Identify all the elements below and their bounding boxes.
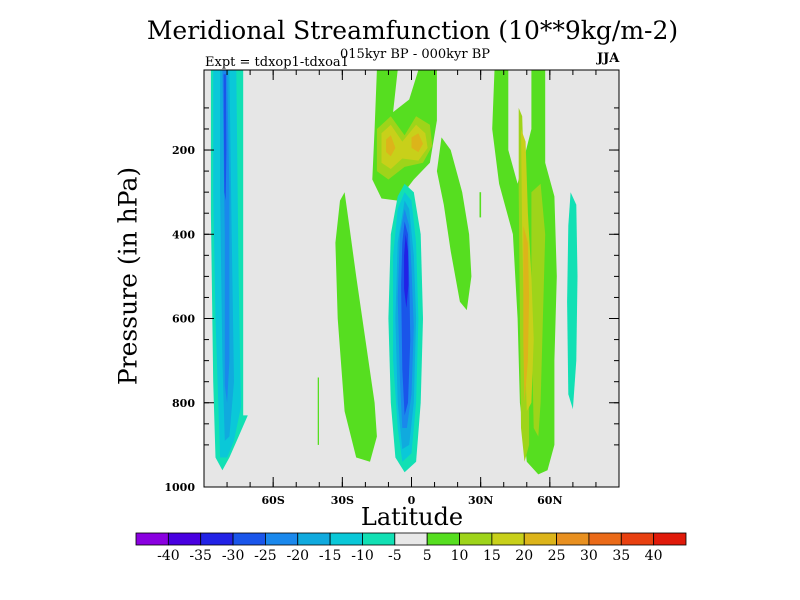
colorbar: -40 -35 -30 -25 -20 -15 -10 -5 5 10 15 20 25 30 35 40 bbox=[135, 532, 687, 564]
x-tick-label: 60N bbox=[537, 494, 562, 507]
colorbar-label: 25 bbox=[548, 548, 566, 564]
colorbar-label: -40 bbox=[157, 548, 180, 564]
chart-title: Meridional Streamfunction (10**9kg/m-2) bbox=[146, 16, 679, 45]
colorbar-label: 40 bbox=[645, 548, 663, 564]
colorbar-label: 35 bbox=[612, 548, 630, 564]
colorbar-label: 15 bbox=[483, 548, 501, 564]
contour-small-30n-spot bbox=[479, 192, 482, 218]
contour-nmid-cell-l12 bbox=[523, 225, 530, 403]
colorbar-label: -35 bbox=[189, 548, 212, 564]
contour-npole-band bbox=[567, 192, 578, 410]
x-axis-ticks: 60S 30S 0 30N 60N bbox=[262, 70, 563, 507]
contour-subtrop-south-band bbox=[335, 192, 377, 462]
contour-eq-upper-l12b bbox=[411, 133, 423, 153]
colorbar-label: 5 bbox=[423, 548, 432, 564]
y-tick-label: 800 bbox=[172, 397, 195, 410]
chart-subtitle: 015kyr BP - 000kyr BP bbox=[340, 47, 491, 62]
contour-sp-cell-l3 bbox=[223, 74, 227, 201]
colorbar-box bbox=[232, 532, 266, 546]
colorbar-box bbox=[135, 532, 169, 546]
colorbar-box bbox=[556, 532, 590, 546]
contour-eq-cell-l2 bbox=[404, 234, 409, 308]
contour-fields bbox=[210, 70, 578, 475]
colorbar-box bbox=[394, 532, 428, 546]
colorbar-box bbox=[491, 532, 525, 546]
colorbar-label: -15 bbox=[319, 548, 342, 564]
colorbar-label: -10 bbox=[351, 548, 374, 564]
colorbar-box bbox=[459, 532, 493, 546]
colorbar-box bbox=[588, 532, 622, 546]
season-label: JJA bbox=[597, 51, 620, 66]
y-tick-label: 1000 bbox=[164, 481, 195, 494]
colorbar-box bbox=[426, 532, 460, 546]
x-tick-label: 60S bbox=[262, 494, 285, 507]
colorbar-box bbox=[297, 532, 331, 546]
x-axis-label: Latitude bbox=[360, 503, 464, 531]
contour-small-30s-spot bbox=[317, 377, 319, 445]
colorbar-label: -5 bbox=[388, 548, 402, 564]
y-tick-label: 200 bbox=[172, 144, 195, 157]
y-tick-label: 600 bbox=[172, 313, 195, 326]
y-tick-label: 400 bbox=[172, 228, 195, 241]
colorbar-label: -25 bbox=[254, 548, 277, 564]
x-tick-label: 30S bbox=[331, 494, 354, 507]
contour-nmid-cell-l10b bbox=[531, 183, 546, 437]
colorbar-label: -20 bbox=[287, 548, 310, 564]
y-axis-ticks: 200 400 600 800 1000 bbox=[164, 144, 619, 494]
colorbar-box bbox=[620, 532, 655, 546]
colorbar-box bbox=[329, 532, 363, 546]
x-tick-label: 30N bbox=[468, 494, 493, 507]
colorbar-box bbox=[523, 532, 557, 546]
colorbar-box bbox=[265, 532, 299, 546]
contour-nsub-band bbox=[436, 137, 472, 311]
x-tick-label: 0 bbox=[408, 494, 416, 507]
contour-eq-upper-l12 bbox=[386, 135, 396, 157]
colorbar-label: 30 bbox=[580, 548, 598, 564]
colorbar-label: -30 bbox=[222, 548, 245, 564]
colorbar-box bbox=[653, 532, 687, 546]
experiment-label: Expt = tdxop1-tdxoa1 bbox=[205, 55, 349, 70]
colorbar-box bbox=[362, 532, 396, 546]
colorbar-box bbox=[200, 532, 234, 546]
colorbar-box bbox=[167, 532, 202, 546]
colorbar-label: 10 bbox=[451, 548, 469, 564]
colorbar-label: 20 bbox=[515, 548, 533, 564]
